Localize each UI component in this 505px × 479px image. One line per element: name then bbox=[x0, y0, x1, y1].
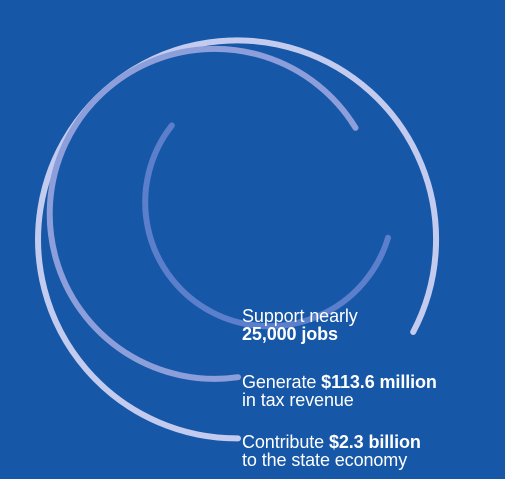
stat-jobs-highlight: 25,000 jobs bbox=[242, 324, 338, 344]
stat-jobs-prefix: Support nearly bbox=[242, 306, 358, 326]
stat-state-economy: Contribute $2.3 billion to the state eco… bbox=[242, 433, 421, 469]
stat-economy-suffix: to the state economy bbox=[242, 450, 408, 470]
middle-arc bbox=[46, 45, 359, 382]
stat-economy-prefix: Contribute bbox=[242, 432, 329, 452]
inner-arc bbox=[142, 122, 391, 330]
stat-tax-highlight: $113.6 million bbox=[321, 372, 437, 392]
stat-tax-prefix: Generate bbox=[242, 372, 322, 392]
stat-economy-highlight: $2.3 billion bbox=[328, 432, 421, 452]
stat-tax-revenue: Generate $113.6 million in tax revenue bbox=[242, 373, 437, 409]
stat-tax-suffix: in tax revenue bbox=[242, 390, 354, 410]
stat-jobs: Support nearly 25,000 jobs bbox=[242, 307, 358, 343]
